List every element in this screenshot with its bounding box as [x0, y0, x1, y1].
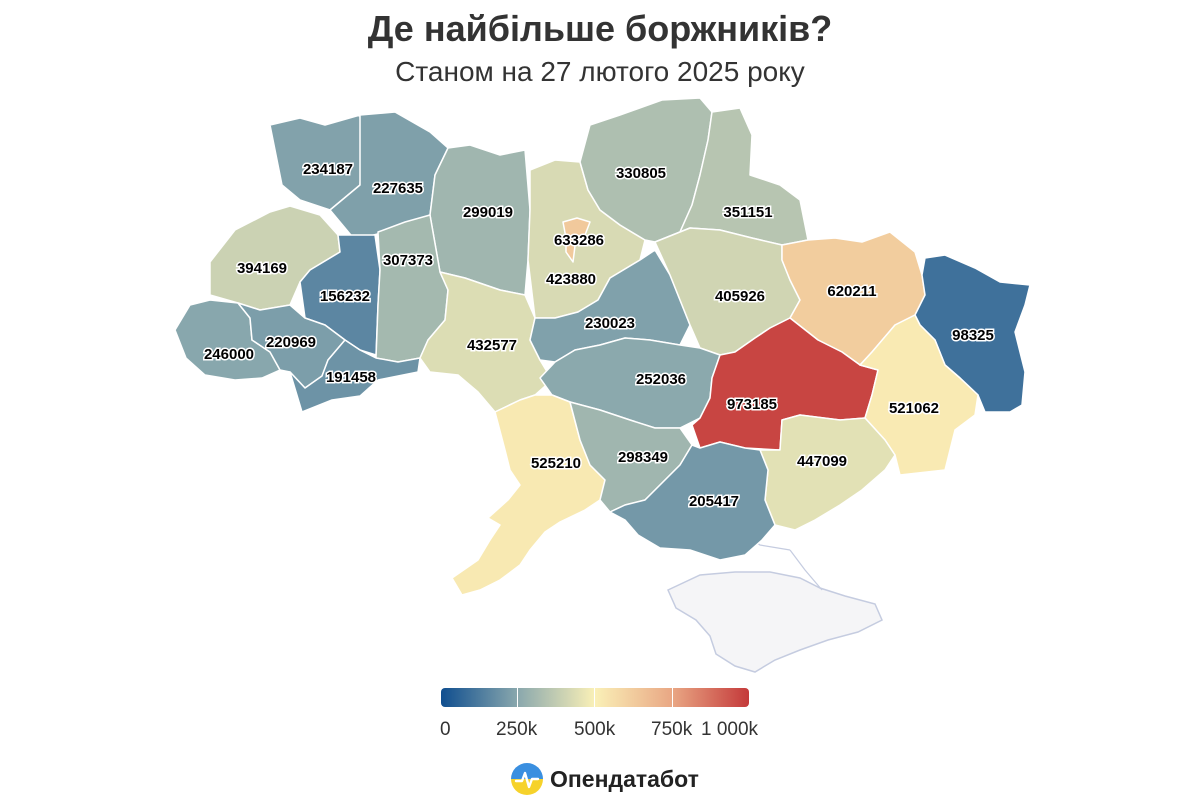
label-kharkiv: 620211 [827, 283, 876, 300]
label-kyiv-city: 633286 [554, 232, 604, 249]
label-kherson: 205417 [689, 493, 739, 510]
label-luhansk: 98325 [952, 327, 994, 344]
legend-tick-1000k: 1 000k [701, 719, 759, 740]
legend-tick-750k: 750k [651, 719, 693, 740]
label-chernivtsi: 191458 [326, 369, 376, 386]
label-vinnytsia: 432577 [467, 337, 517, 354]
legend-tick-0: 0 [440, 719, 451, 740]
color-scale-separator [517, 688, 518, 707]
brand-name: Опендатабот [550, 766, 699, 792]
label-odesa: 525210 [531, 455, 581, 472]
region-kyiv-city[interactable] [562, 217, 591, 263]
label-ivano-frankivsk: 220969 [266, 334, 316, 351]
label-kirovohrad: 252036 [636, 371, 686, 388]
opendatabot-logo-icon [511, 763, 543, 795]
region-kherson[interactable] [609, 441, 776, 561]
label-zaporizhzhia: 447099 [797, 453, 847, 470]
label-volyn: 234187 [303, 161, 353, 178]
region-chernivtsi[interactable] [289, 339, 421, 413]
label-khmelnytskyi: 307373 [383, 252, 433, 269]
region-value-labels: 234187 227635 299019 633286 423880 33080… [202, 159, 995, 511]
color-scale-separator [672, 688, 673, 707]
region-donetsk[interactable] [859, 314, 979, 476]
legend-tick-500k: 500k [574, 719, 616, 740]
label-sumy: 351151 [723, 204, 772, 221]
label-kyiv-oblast: 423880 [546, 271, 596, 288]
map-title: Де найбільше боржників? [367, 8, 833, 49]
label-lviv: 394169 [237, 260, 287, 277]
label-cherkasy: 230023 [585, 315, 635, 332]
label-rivne: 227635 [373, 180, 423, 197]
label-zakarpattia: 246000 [204, 346, 254, 363]
label-mykolaiv: 298349 [618, 449, 668, 466]
label-donetsk: 521062 [889, 400, 939, 417]
label-zhytomyr: 299019 [463, 204, 513, 221]
arabat-spit [789, 549, 823, 591]
label-ternopil: 156232 [320, 288, 370, 305]
map-subtitle: Станом на 27 лютого 2025 року [395, 56, 805, 87]
label-chernihiv: 330805 [616, 165, 666, 182]
label-poltava: 405926 [715, 288, 765, 305]
region-crimea [667, 571, 883, 673]
color-scale-bar [441, 688, 749, 707]
legend-tick-250k: 250k [496, 719, 538, 740]
label-dnipropetrovsk: 973185 [727, 396, 777, 413]
color-scale-separator [594, 688, 595, 707]
